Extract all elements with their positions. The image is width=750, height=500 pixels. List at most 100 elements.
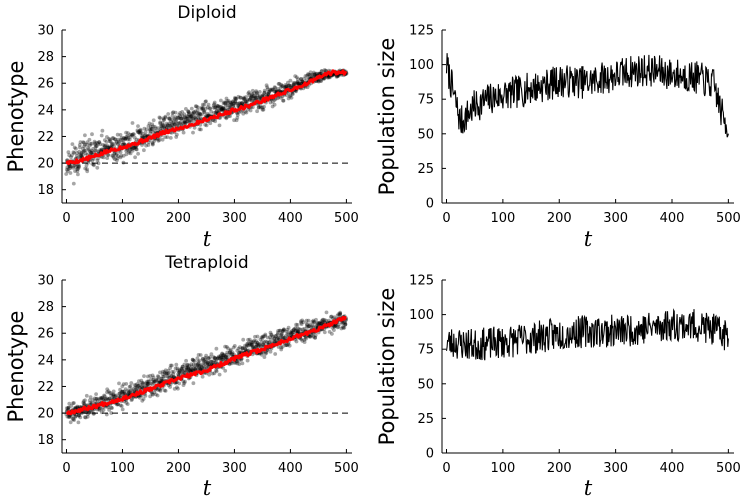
scatter-point (90, 158, 95, 163)
scatter-point (284, 84, 288, 89)
scatter-point (289, 83, 293, 88)
scatter-point (68, 171, 73, 175)
scatter-point (73, 405, 78, 410)
scatter-point (185, 363, 190, 367)
scatter-point (263, 339, 268, 344)
scatter-point (95, 398, 100, 403)
scatter-point (275, 337, 279, 341)
scatter-point (107, 391, 112, 395)
scatter-point (275, 96, 280, 101)
scatter-point (199, 105, 204, 110)
scatter-point (174, 362, 179, 367)
scatter-point (177, 370, 182, 375)
x-tick-label: 0 (62, 211, 70, 226)
scatter-point (207, 372, 212, 377)
scatter-point (124, 136, 128, 141)
scatter-point (116, 402, 120, 407)
scatter-point (304, 324, 309, 329)
x-tick-label: 400 (660, 211, 685, 226)
scatter-point (213, 105, 218, 110)
scatter-point (218, 353, 223, 358)
scatter-point (89, 151, 94, 155)
scatter-point (165, 123, 170, 128)
scatter-point (105, 396, 109, 401)
scatter-point (75, 164, 80, 169)
scatter-point (109, 391, 113, 396)
scatter-point (198, 112, 203, 116)
scatter-point (166, 112, 171, 116)
scatter-point (203, 99, 208, 104)
scatter-point (235, 359, 239, 364)
scatter-point (232, 361, 237, 365)
scatter-point (265, 87, 270, 92)
y-tick-label: 18 (37, 183, 54, 198)
scatter-point (338, 312, 343, 317)
scatter-point (300, 338, 305, 343)
scatter-point (236, 94, 241, 99)
scatter-point (213, 110, 218, 115)
scatter-point (140, 380, 145, 385)
scatter-point (171, 110, 176, 115)
scatter-point (177, 121, 182, 125)
scatter-point (254, 96, 259, 100)
scatter-point (140, 382, 145, 386)
scatter-point (185, 114, 190, 119)
scatter-point (259, 352, 264, 357)
scatter-point (114, 141, 119, 146)
scatter-point (284, 84, 289, 88)
scatter-point (126, 391, 131, 396)
scatter-point (245, 99, 250, 103)
scatter-point (292, 82, 296, 87)
scatter-point (157, 138, 162, 142)
scatter-point (197, 365, 202, 370)
scatter-point (222, 100, 227, 105)
scatter-point (213, 105, 217, 110)
scatter-point (148, 381, 153, 386)
scatter-point (310, 72, 315, 77)
scatter-point (279, 85, 283, 90)
scatter-point (220, 107, 225, 112)
scatter-point (81, 141, 86, 145)
scatter-point (177, 116, 181, 120)
scatter-point (143, 133, 147, 138)
scatter-point (294, 329, 298, 333)
scatter-point (118, 387, 122, 392)
scatter-point (90, 149, 94, 153)
scatter-point (193, 362, 198, 367)
scatter-point (294, 339, 299, 344)
scatter-point (240, 100, 245, 105)
scatter-point (225, 103, 230, 107)
scatter-point (216, 354, 221, 359)
scatter-point (285, 329, 289, 334)
scatter-point (248, 96, 253, 101)
scatter-point (270, 88, 275, 92)
y-tick-label: 22 (37, 380, 54, 395)
scatter-point (280, 344, 285, 349)
scatter-point (216, 356, 221, 361)
y-tick-label: 26 (37, 77, 54, 92)
scatter-point (313, 335, 317, 340)
scatter-point (87, 137, 92, 142)
scatter-point (95, 140, 99, 145)
scatter-point (266, 92, 271, 96)
scatter-point (199, 127, 203, 132)
scatter-point (81, 400, 86, 405)
scatter-point (273, 339, 278, 344)
scatter-point (245, 98, 250, 102)
scatter-point (304, 78, 309, 82)
scatter-point (111, 394, 116, 398)
scatter-point (179, 116, 184, 121)
scatter-point (294, 322, 298, 327)
scatter-point (81, 153, 85, 158)
scatter-point (130, 397, 134, 401)
scatter-point (240, 346, 245, 350)
scatter-point (129, 398, 134, 402)
y-tick-label: 28 (37, 50, 54, 65)
scatter-point (134, 137, 139, 142)
scatter-point (208, 359, 213, 364)
scatter-point (184, 116, 189, 121)
scatter-point (113, 137, 117, 142)
scatter-point (209, 359, 214, 364)
scatter-point (138, 127, 143, 132)
